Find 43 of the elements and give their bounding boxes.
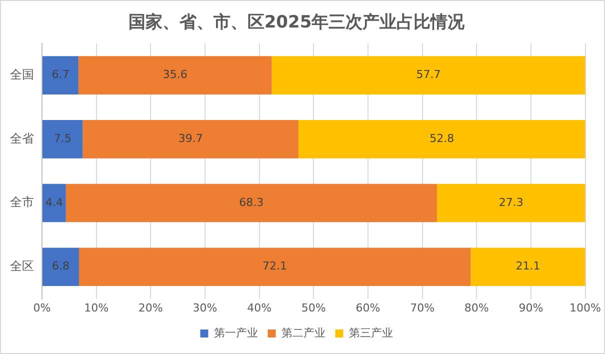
bar xyxy=(298,120,586,158)
x-tick-label: 50% xyxy=(301,301,326,314)
y-tick-label: 全国 xyxy=(10,67,34,82)
chart-title: 国家、省、市、区2025年三次产业占比情况 xyxy=(128,12,466,33)
bar xyxy=(272,56,586,94)
x-tick-label: 0% xyxy=(33,301,51,314)
data-label: 39.7 xyxy=(178,132,203,146)
legend-label: 第二产业 xyxy=(281,326,326,340)
bar xyxy=(436,184,586,222)
data-label: 57.7 xyxy=(416,68,441,82)
bar xyxy=(42,184,66,222)
data-label: 6.8 xyxy=(52,260,70,273)
data-label: 52.8 xyxy=(430,132,454,146)
bar xyxy=(42,56,78,94)
data-label: 7.5 xyxy=(54,132,72,146)
bar xyxy=(42,248,79,286)
bar xyxy=(42,120,83,158)
data-label: 68.3 xyxy=(239,196,264,209)
bar xyxy=(78,248,471,286)
data-label: 35.6 xyxy=(162,68,188,82)
legend-label: 第一产业 xyxy=(214,326,258,340)
bar xyxy=(78,56,272,94)
x-tick-label: 20% xyxy=(138,301,163,314)
data-label: 27.3 xyxy=(498,196,524,209)
data-label: 72.1 xyxy=(262,260,288,273)
bar xyxy=(82,120,298,158)
data-label: 21.1 xyxy=(516,260,540,273)
x-tick-label: 60% xyxy=(356,301,380,314)
bar xyxy=(66,184,437,222)
legend-label: 第三产业 xyxy=(348,326,393,340)
y-tick-label: 全市 xyxy=(10,195,34,210)
x-tick-label: 10% xyxy=(84,301,109,314)
x-tick-label: 90% xyxy=(518,301,544,314)
y-tick-label: 全省 xyxy=(10,131,34,146)
x-tick-label: 100% xyxy=(570,301,602,314)
x-tick-label: 80% xyxy=(464,301,489,314)
x-tick-label: 70% xyxy=(410,301,435,314)
x-tick-label: 30% xyxy=(192,301,218,314)
y-tick-label: 全区 xyxy=(10,259,34,273)
x-tick-label: 40% xyxy=(247,301,272,314)
data-label: 6.7 xyxy=(52,68,70,82)
data-label: 4.4 xyxy=(45,196,63,209)
bar xyxy=(470,248,586,286)
